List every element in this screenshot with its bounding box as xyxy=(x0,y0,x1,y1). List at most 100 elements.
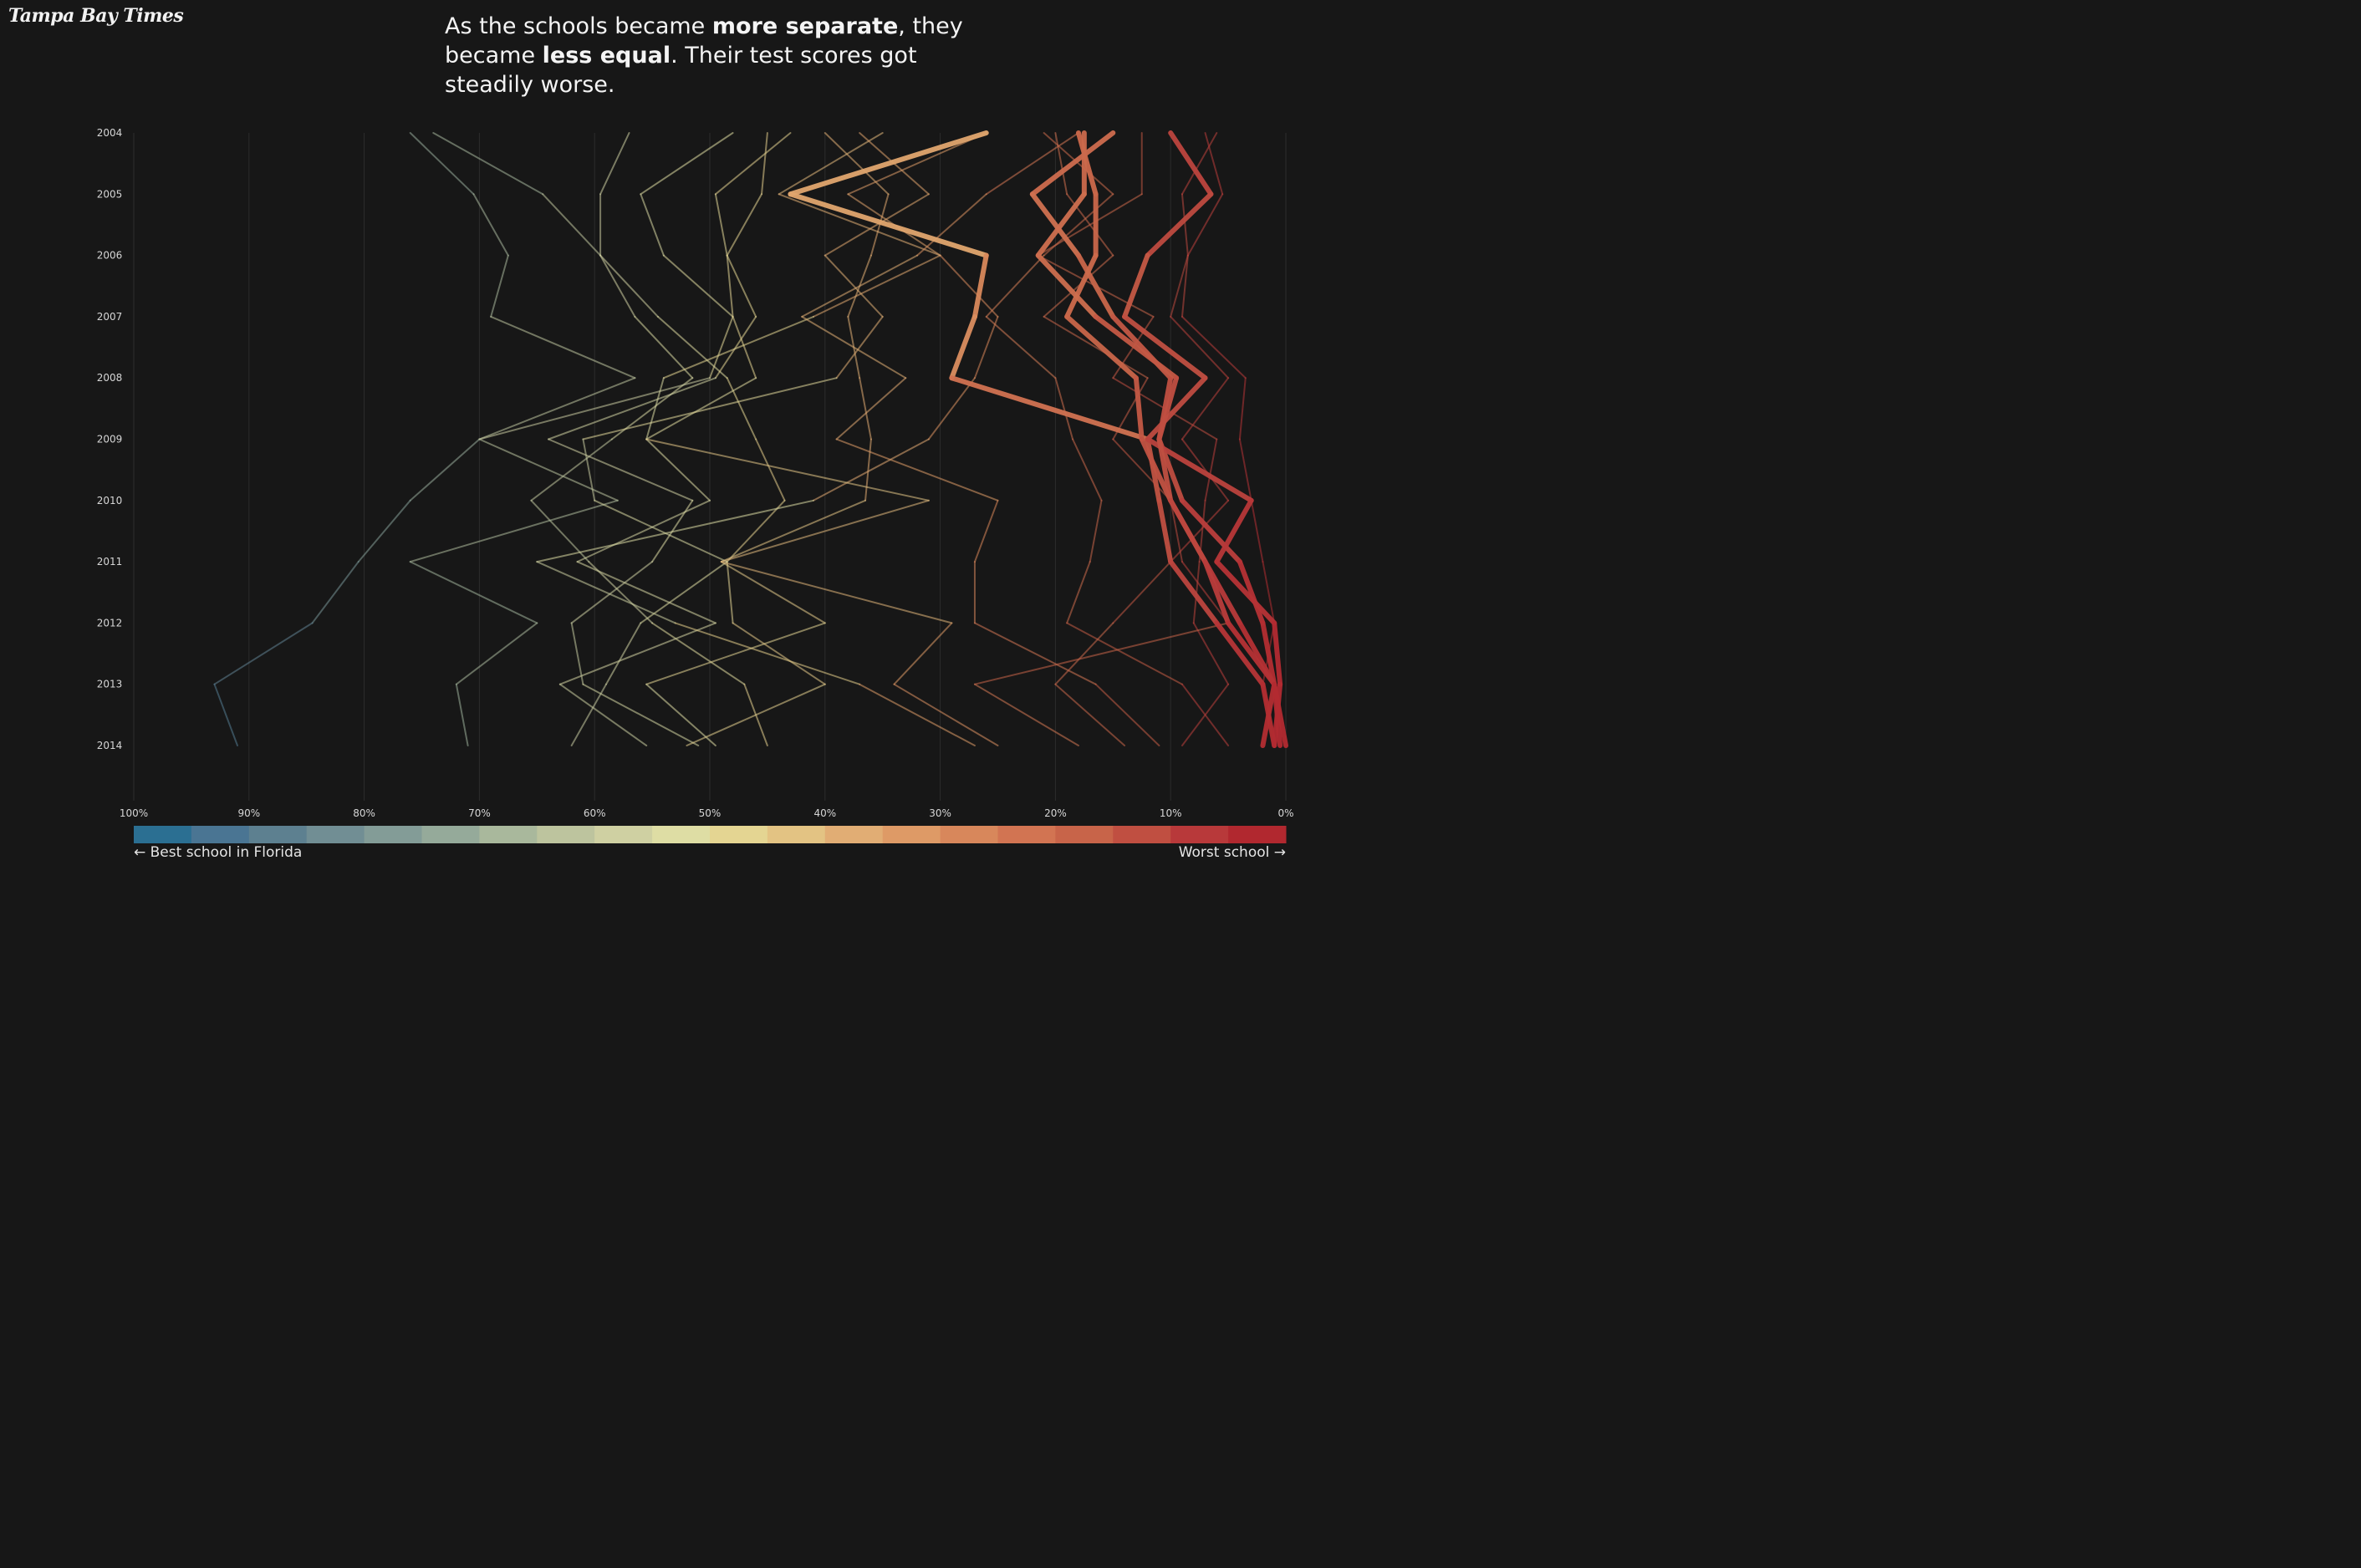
x-tick-label: 60% xyxy=(584,807,606,819)
year-label: 2007 xyxy=(97,311,123,323)
series-segment xyxy=(570,622,584,685)
series-segment xyxy=(726,561,734,624)
series-segment xyxy=(662,254,734,318)
series-segment xyxy=(582,438,596,501)
series-segment xyxy=(859,377,872,440)
series-segment xyxy=(985,254,1045,318)
series-segment xyxy=(726,499,786,563)
series-segment xyxy=(778,193,941,257)
series-segment xyxy=(1170,499,1183,563)
highlight-series-segment xyxy=(1156,436,1174,503)
highlight-series-segment xyxy=(788,191,989,258)
highlight-series-segment xyxy=(1093,313,1180,381)
tampa-bay-times-logo[interactable]: Tampa Bay Times xyxy=(8,5,184,27)
series-segment xyxy=(213,683,239,746)
series-segment xyxy=(1180,438,1230,501)
highlight-series-segment xyxy=(1272,620,1283,687)
series-segment xyxy=(645,438,930,501)
highlight-series-segment xyxy=(1156,497,1174,565)
series-segment xyxy=(714,315,757,379)
series-segment xyxy=(801,254,919,318)
series-segment xyxy=(645,377,757,440)
legend-color-swatch xyxy=(710,826,768,843)
highlight-series-segment xyxy=(1035,252,1099,319)
legend-color-swatch xyxy=(767,826,826,843)
x-tick-label: 90% xyxy=(237,807,260,819)
legend-best-label: ← Best school in Florida xyxy=(134,844,303,861)
series-segment xyxy=(576,561,716,624)
series-segment xyxy=(1180,132,1218,196)
series-segment xyxy=(1072,438,1103,501)
x-tick-label: 0% xyxy=(1277,807,1293,819)
series-segment xyxy=(478,438,619,501)
legend-color-swatch xyxy=(824,826,884,843)
series-segment xyxy=(409,132,475,196)
x-tick-label: 20% xyxy=(1044,807,1067,819)
legend-color-swatch xyxy=(248,826,308,843)
series-segment xyxy=(640,561,728,624)
year-label: 2013 xyxy=(97,679,123,690)
series-segment xyxy=(490,315,636,379)
series-segment xyxy=(311,561,360,624)
series-segment xyxy=(1204,132,1224,196)
series-segment xyxy=(1043,254,1114,318)
highlight-series-segment xyxy=(1214,559,1277,626)
series-segment xyxy=(1066,561,1091,624)
highlight-series-segment xyxy=(1145,375,1208,442)
series-segment xyxy=(973,499,999,563)
series-segment xyxy=(973,315,999,379)
legend-color-swatch xyxy=(1055,826,1114,843)
legend-color-swatch xyxy=(940,826,998,843)
series-segment xyxy=(755,438,786,501)
series-segment xyxy=(548,438,694,501)
series-segment xyxy=(357,499,411,563)
highlight-series-segment xyxy=(1029,130,1116,197)
series-segment xyxy=(985,132,1079,196)
highlight-series-segment xyxy=(1202,559,1231,626)
series-segment xyxy=(645,683,716,746)
headline-part3: . Their test scores got steadily worse. xyxy=(445,43,917,98)
legend-color-swatch xyxy=(652,826,711,843)
series-segment xyxy=(478,377,711,440)
series-segment xyxy=(973,683,1079,746)
series-segment xyxy=(1204,438,1218,501)
highlight-series-segment xyxy=(1168,130,1214,197)
x-tick-label: 10% xyxy=(1160,807,1182,819)
series-segment xyxy=(726,254,734,318)
series-segment xyxy=(472,193,509,257)
series-segment xyxy=(939,254,999,318)
series-segment xyxy=(1180,683,1230,746)
series-segment xyxy=(1043,132,1114,196)
x-tick-label: 80% xyxy=(353,807,375,819)
series-segment xyxy=(824,254,884,318)
series-segment xyxy=(1180,561,1230,624)
legend-color-swatch xyxy=(191,826,250,843)
series-segment xyxy=(1262,561,1276,624)
legend-color-swatch xyxy=(594,826,653,843)
series-segment xyxy=(662,315,815,379)
series-segment xyxy=(714,193,728,257)
series-segment xyxy=(1094,683,1160,746)
highlight-series-segment xyxy=(1139,436,1174,503)
school-ranking-chart: 100% 90% 80% 70% 60% 50% 40% 30% 20% 10% 0% 2004 200… xyxy=(97,127,1294,843)
series-segment xyxy=(548,377,716,440)
year-label: 2006 xyxy=(97,250,123,262)
series-segment xyxy=(709,315,734,379)
highlight-series-segment xyxy=(1214,620,1266,687)
highlight-series-segment xyxy=(1064,313,1139,381)
series-segment xyxy=(973,622,1097,685)
highlight-series-segment xyxy=(949,375,1150,442)
highlight-series-segment xyxy=(1145,436,1254,503)
series-segment xyxy=(558,683,648,746)
series-segment xyxy=(1066,622,1183,685)
series-segment xyxy=(634,315,694,379)
series-segment xyxy=(720,561,953,624)
year-label: 2009 xyxy=(97,434,123,445)
series-segment xyxy=(726,254,757,318)
highlight-series-segment xyxy=(1179,497,1242,565)
highlight-series-segment xyxy=(1260,681,1277,748)
series-segment xyxy=(1180,193,1189,257)
series-segment xyxy=(835,315,884,379)
series-segment xyxy=(927,377,976,440)
legend-color-swatch xyxy=(997,826,1056,843)
